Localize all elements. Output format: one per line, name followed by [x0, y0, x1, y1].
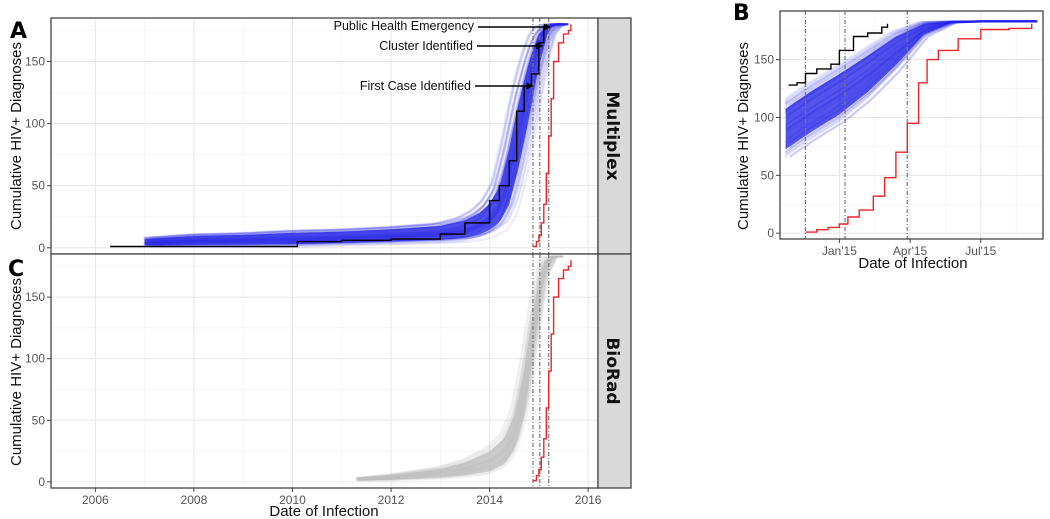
panel-a-estimated-line [110, 24, 547, 248]
panel-a-facet-strip [597, 17, 632, 255]
panel-c-xlabel: Date of Infection [269, 503, 378, 519]
panel-letter-a: A [10, 19, 27, 44]
panel-c-ytick-label: 150 [25, 290, 45, 304]
facet-label-multiplex: Multiplex [602, 91, 622, 180]
panel-b-sim-trace [785, 20, 1038, 106]
panel-c-sim-trace [356, 255, 564, 480]
panel-b-sim-trace [785, 20, 1037, 105]
panel-b-sim-trace [784, 20, 1035, 158]
panel-c-sim-trace [358, 255, 564, 482]
panel-b-ytick-label: 150 [754, 53, 774, 67]
annotation-cluster-identified: Cluster Identified [379, 39, 473, 53]
panel-b-estimated-line [788, 23, 889, 86]
panel-c-xtick-label: 2016 [575, 493, 602, 507]
panel-b-diagnoses-line [805, 23, 1033, 233]
panel-b-frame [779, 10, 1044, 240]
panel-b-sim-trace [785, 20, 1038, 155]
panel-a-ytick-label: 0 [38, 241, 45, 255]
panel-c-xtick-label: 2006 [82, 493, 109, 507]
panel-c: 0 50 100 150 2006 2008 2010 2012 2014 2016 [25, 253, 632, 507]
panel-a-sim-trace [143, 23, 562, 240]
annotation-arrowhead [543, 23, 551, 31]
panel-b-plot-background [780, 11, 1043, 239]
panel-c-sim-trace [355, 255, 561, 479]
panel-a-diagnoses-line [533, 24, 572, 248]
panel-a-plot-background [51, 18, 598, 254]
panel-c-sim-trace [355, 255, 561, 479]
panel-b-sim-trace [785, 20, 1038, 105]
panel-letter-b: B [733, 1, 750, 26]
panel-b-sim-trace [788, 20, 1038, 150]
panel-b-sim-band [785, 21, 1038, 150]
panel-b-sim-trace [790, 20, 1038, 148]
panel-b-sim-trace [784, 20, 1034, 106]
panel-c-xtick-label: 2012 [378, 493, 405, 507]
panel-b-ytick-label: 100 [754, 110, 774, 124]
panel-b-sim-trace [785, 20, 1038, 153]
panel-c-ytick-label: 50 [32, 413, 46, 427]
panel-b-sim-trace [789, 20, 1038, 158]
panel-a-ytick-label: 50 [32, 179, 46, 193]
panel-c-ytick-label: 100 [25, 352, 45, 366]
panel-a-sim-trace [146, 23, 569, 247]
panel-c-sim-band [356, 256, 564, 481]
panel-b-sim-trace [789, 20, 1038, 158]
panel-b: 0 50 100 150 Jan'15 Apr'15 Jul'15 [754, 10, 1044, 258]
panel-b-sim-trace [789, 20, 1038, 158]
panel-c-xtick-label: 2014 [476, 493, 503, 507]
panel-b-ytick-label: 0 [767, 226, 774, 240]
panel-b-sim-trace [785, 20, 1037, 105]
panel-a-ylabel: Cumulative HIV+ Diagnoses [8, 42, 25, 230]
panel-c-sim-trace [355, 255, 562, 480]
panel-a-sim-trace [143, 23, 561, 240]
annotation-first-case-identified: First Case Identified [360, 79, 471, 93]
panel-a: 0 50 100 150 [25, 17, 632, 255]
panel-a-sim-trace [145, 23, 569, 247]
panel-c-facet-strip [597, 253, 632, 489]
panel-c-ylabel: Cumulative HIV+ Diagnoses [8, 278, 25, 466]
panel-a-sim-trace [143, 23, 560, 239]
panel-a-sim-trace [148, 23, 569, 247]
panel-b-xtick-label: Jan'15 [822, 244, 857, 258]
panel-c-sim-trace [355, 255, 561, 480]
annotation-arrowhead [536, 42, 544, 50]
panel-b-ytick-label: 50 [761, 168, 775, 182]
annotation-public-health-emergency: Public Health Emergency [334, 19, 475, 33]
panel-b-sim-trace [788, 20, 1038, 106]
panel-a-ytick-label: 150 [25, 54, 45, 68]
panel-b-xtick-label: Jul'15 [965, 244, 996, 258]
panel-a-sim-trace [146, 23, 569, 239]
panel-c-sim-trace [356, 255, 564, 480]
panel-b-sim-trace [784, 20, 1037, 103]
panel-c-xtick-label: 2010 [279, 493, 306, 507]
annotation-arrowhead [526, 82, 534, 90]
panel-c-diagnoses-line [533, 260, 572, 482]
panel-c-xtick-label: 2008 [181, 493, 208, 507]
panel-b-sim-trace [785, 20, 1037, 108]
facet-label-biorad: BioRad [602, 337, 622, 404]
panel-c-sim-trace [356, 255, 563, 480]
panel-c-sim-trace [356, 255, 563, 482]
panel-b-sim-trace [784, 20, 1035, 101]
panel-b-ylabel: Cumulative HIV+ Diagnoses [735, 42, 752, 230]
panel-a-sim-trace [143, 23, 563, 239]
panel-c-ytick-label: 0 [38, 475, 45, 489]
panel-b-xtick-label: Apr'15 [893, 244, 928, 258]
panel-c-sim-trace [355, 255, 560, 479]
panel-b-xlabel: Date of Infection [858, 255, 967, 272]
panel-b-sim-trace [785, 20, 1037, 157]
panel-letter-c: C [8, 257, 24, 282]
panel-a-ytick-label: 100 [25, 117, 45, 131]
panel-a-sim-trace [144, 23, 567, 240]
